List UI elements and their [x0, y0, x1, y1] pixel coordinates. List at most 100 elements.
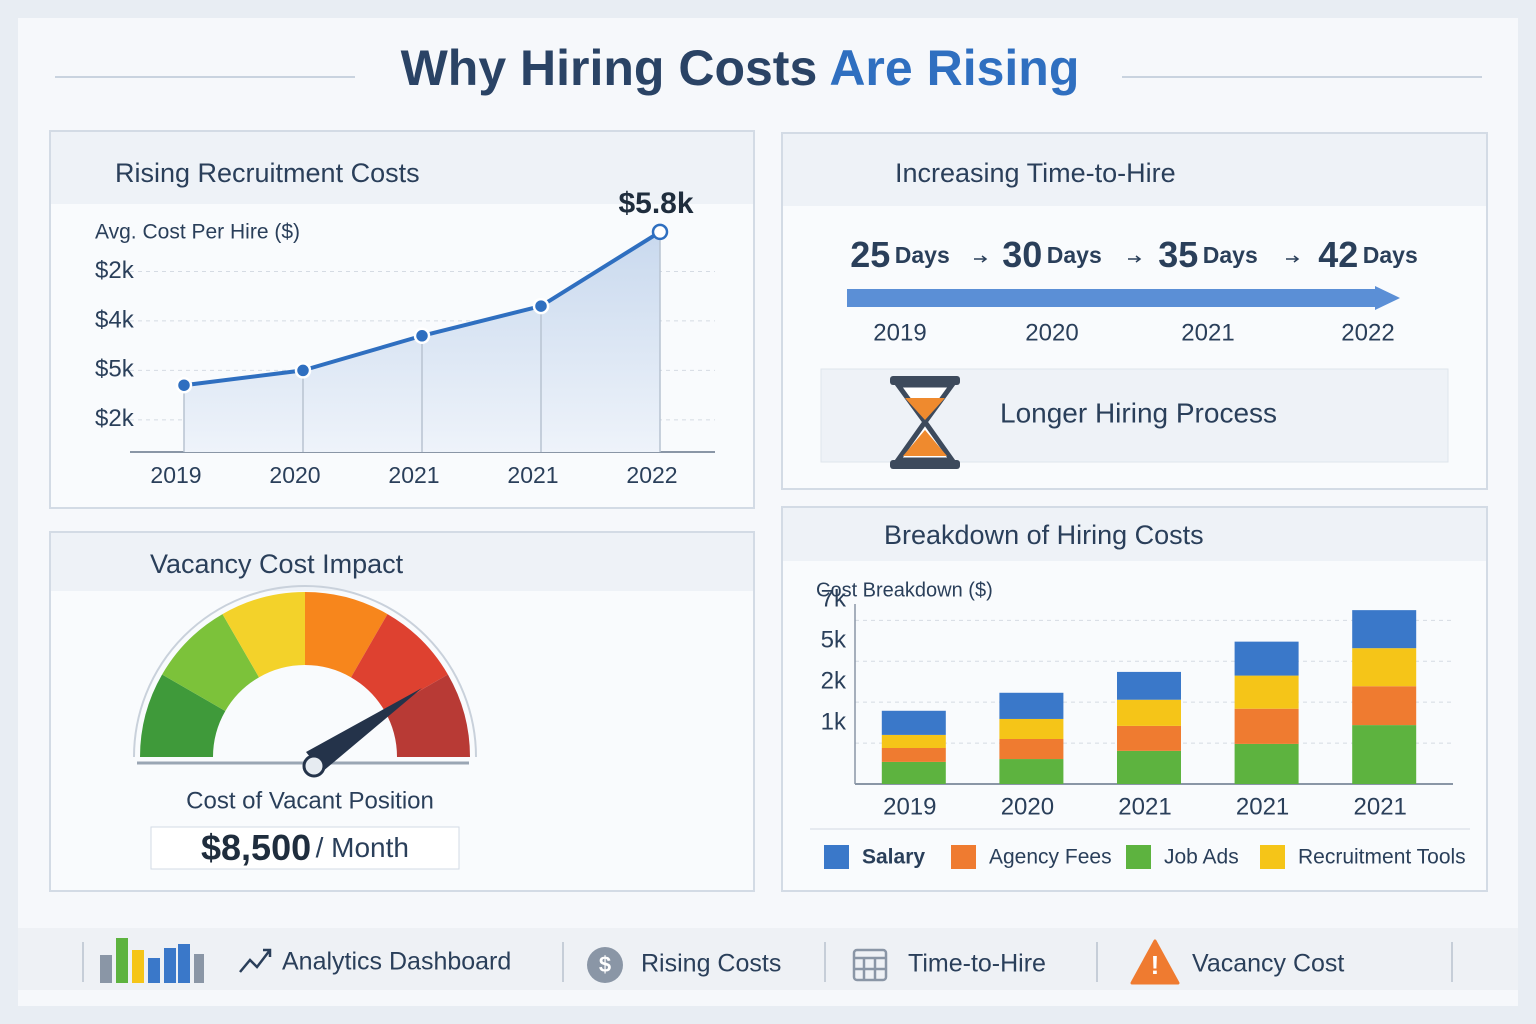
y-tick-label: $2k [95, 405, 135, 432]
panel-header [51, 132, 753, 204]
y-tick-label: 5k [821, 627, 847, 654]
y-tick-label: $2k [95, 257, 135, 284]
legend-swatch [824, 845, 849, 869]
gauge [133, 585, 477, 778]
panel-header [783, 508, 1486, 561]
bar-segment [1234, 641, 1299, 676]
point [532, 297, 550, 315]
axis-title: Avg. Cost Per Hire ($) [95, 221, 300, 244]
dollar-icon: $ [587, 947, 623, 983]
bar-segment [881, 761, 946, 784]
y-tick-label: 2k [821, 668, 847, 695]
title-part: Are Rising [829, 40, 1079, 96]
legend-label: Salary [862, 846, 925, 869]
amount: $8,500 / Month [201, 827, 409, 868]
gauge-label: Cost of Vacant Position [186, 787, 434, 814]
small-arrow [1128, 255, 1142, 263]
amount-value: $8,500 [201, 827, 311, 868]
x-tick-label: 2021 [507, 462, 558, 488]
stage-year: 2022 [1341, 319, 1394, 346]
legend-label: Agency Fees [989, 846, 1112, 869]
value-label: $5.8k [618, 187, 693, 220]
footer-dividers [82, 942, 1453, 982]
stage-year: 2021 [1181, 319, 1234, 346]
stage-value: 35 [1158, 234, 1198, 275]
y-tick-label: 7k [821, 586, 847, 613]
bar-segment [1117, 699, 1181, 726]
panel-title: Increasing Time-to-Hire [895, 158, 1176, 188]
footer-link[interactable]: Time-to-Hire [908, 950, 1046, 978]
panel-header [783, 134, 1486, 206]
stage: 42 Days [1318, 234, 1417, 275]
stage-year: 2019 [873, 319, 926, 346]
bar-segment [999, 718, 1064, 739]
bar-segment [999, 692, 1064, 719]
amount-box [150, 826, 460, 870]
y-tick-label: $4k [95, 306, 135, 333]
warning-icon: ! [1130, 939, 1180, 985]
bar-segment [1352, 648, 1417, 687]
stage-year: 2020 [1025, 319, 1078, 346]
page-title: Why Hiring Costs Are Rising [401, 40, 1080, 96]
legend-swatch [951, 845, 976, 869]
bar-segment [1117, 725, 1181, 751]
stage-value: 25 [850, 234, 890, 275]
stage-unit: Days [1363, 242, 1418, 268]
panel-title: Rising Recruitment Costs [115, 158, 420, 188]
bar-segment [1234, 743, 1299, 784]
bar-segment [1117, 671, 1181, 700]
stage-unit: Days [1203, 242, 1258, 268]
stage-unit: Days [895, 242, 950, 268]
x-tick-label: 2019 [883, 793, 936, 820]
bar-segment [1234, 675, 1299, 709]
x-tick-label: 2021 [1236, 793, 1289, 820]
panel-title: Vacancy Cost Impact [150, 549, 404, 579]
bar-segment [1234, 708, 1299, 744]
svg-text:$: $ [599, 952, 611, 977]
stage: 35 Days [1158, 234, 1257, 275]
bar-segment [1352, 686, 1417, 726]
x-tick-label: 2022 [626, 462, 677, 488]
y-tick-label: $5k [95, 356, 135, 383]
stage: 30 Days [1002, 234, 1101, 275]
footer-link[interactable]: Analytics Dashboard [282, 948, 511, 976]
footer-link[interactable]: Vacancy Cost [1192, 950, 1344, 978]
gauge-segment [384, 674, 470, 757]
needle-hub [302, 754, 326, 778]
note-text: Longer Hiring Process [1000, 397, 1277, 428]
x-tick-label: 2021 [388, 462, 439, 488]
panel-header [51, 533, 753, 591]
gauge-segment [162, 614, 259, 711]
bar-segment [1352, 725, 1417, 784]
x-tick-label: 2021 [1354, 793, 1407, 820]
x-tick-label: 2021 [1118, 793, 1171, 820]
x-tick-label: 2020 [269, 462, 320, 488]
point [175, 376, 193, 394]
amount-unit: / Month [316, 832, 409, 863]
bar-segment [1352, 610, 1417, 649]
trend-icon [239, 948, 272, 973]
small-arrow [1286, 255, 1300, 263]
footer-link[interactable]: Rising Costs [641, 950, 781, 978]
bar-segment [881, 734, 946, 748]
gauge-segment [305, 592, 388, 678]
stage: 25 Days [850, 234, 949, 275]
calendar-icon [852, 948, 888, 982]
bar-segment [881, 710, 946, 735]
x-tick-label: 2019 [150, 462, 201, 488]
bar-segment [1117, 750, 1181, 784]
hourglass-icon [890, 376, 960, 469]
bar-segment [999, 759, 1064, 784]
legend-label: Job Ads [1164, 846, 1239, 869]
stage-unit: Days [1047, 242, 1102, 268]
legend-swatch [1126, 845, 1151, 869]
needle [306, 688, 422, 772]
x-tick-label: 2020 [1001, 793, 1054, 820]
stage-value: 30 [1002, 234, 1042, 275]
timeline-arrow [847, 286, 1400, 310]
bar-segment [881, 748, 946, 762]
legend-label: Recruitment Tools [1298, 846, 1466, 869]
gauge-rim [133, 585, 477, 758]
axis-title: Cost Breakdown ($) [816, 579, 993, 601]
